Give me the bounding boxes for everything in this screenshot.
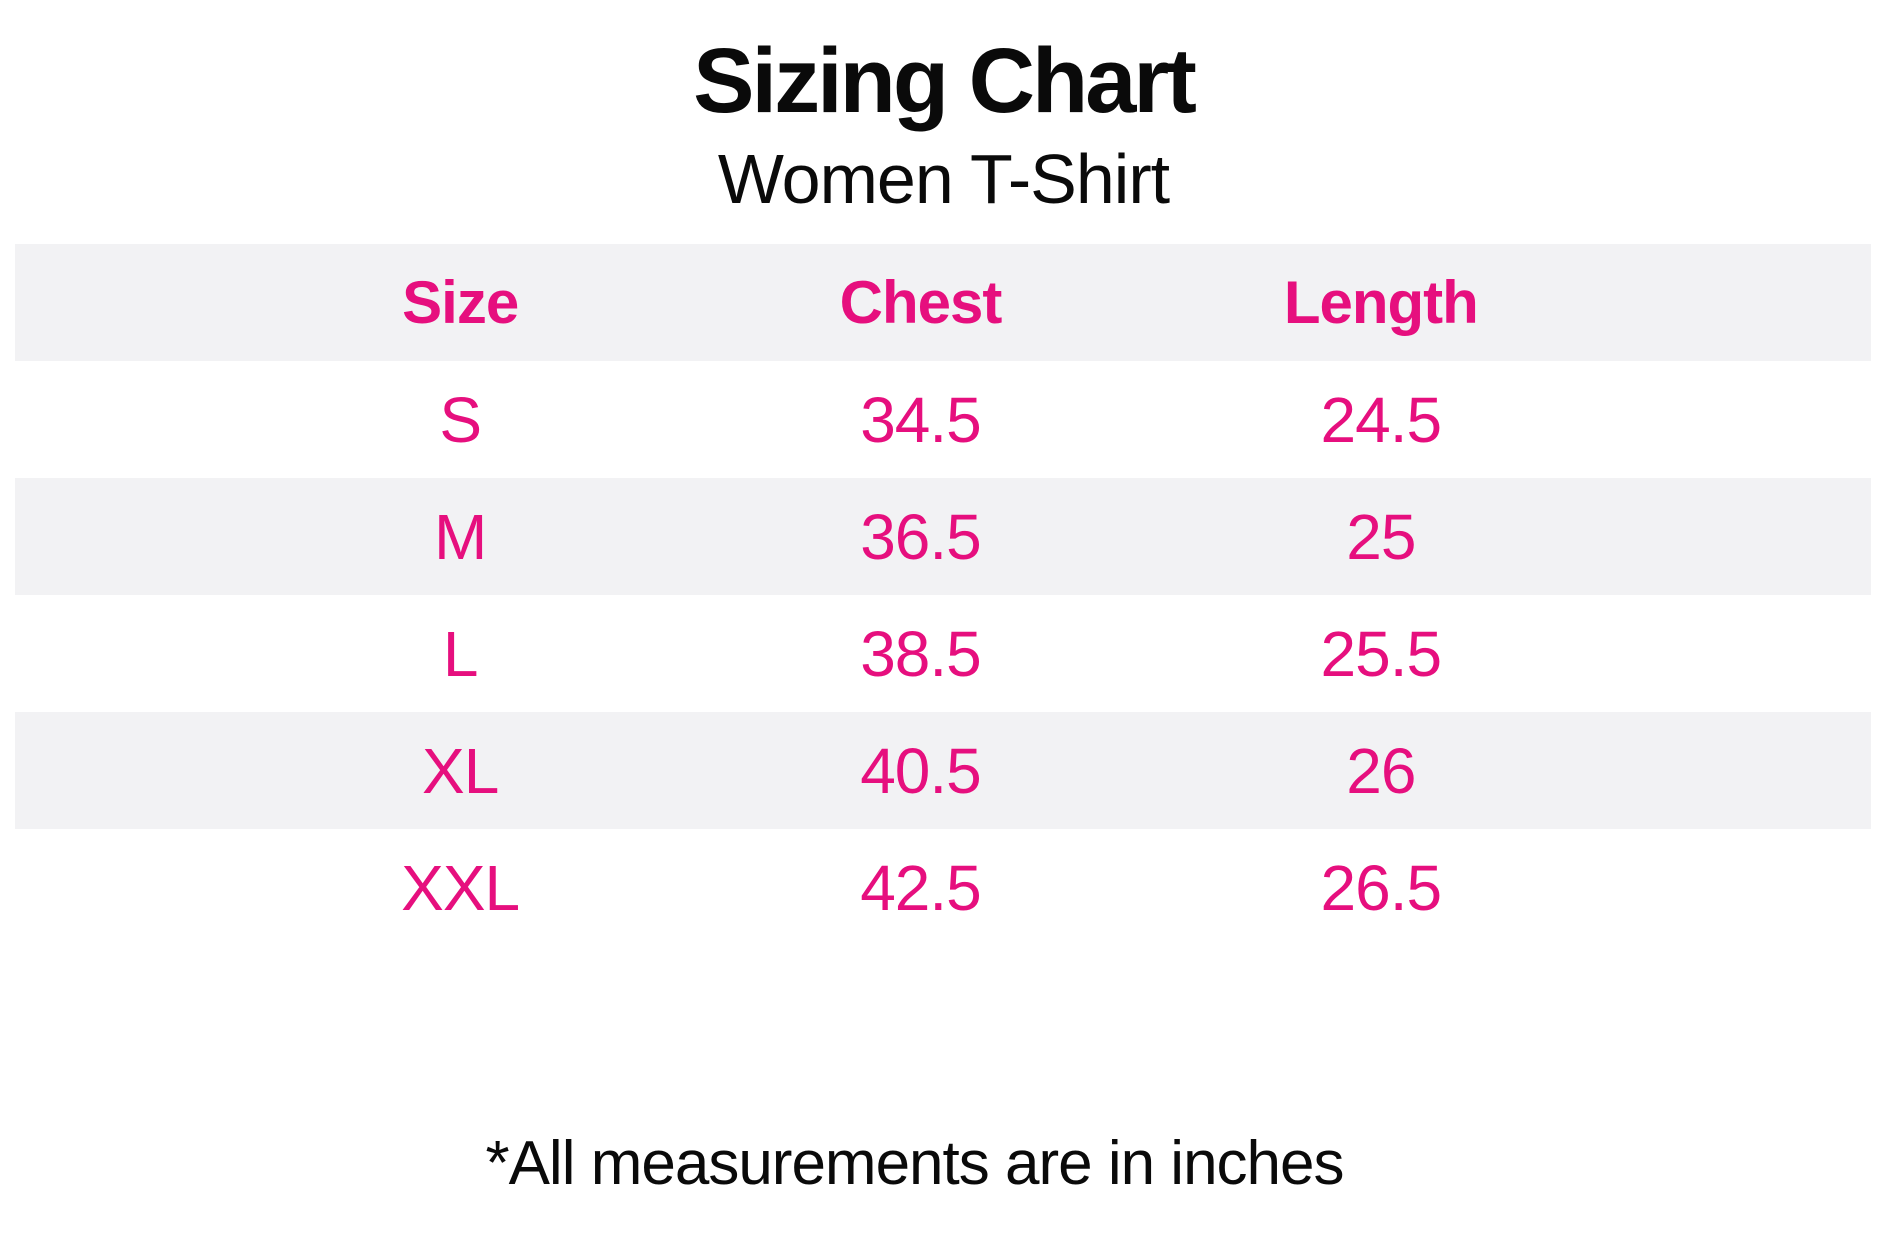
length-cell: 26 — [1346, 734, 1416, 807]
table-row-s: S 34.5 24.5 — [15, 361, 1871, 478]
chest-cell: 38.5 — [860, 617, 982, 690]
column-header-chest: Chest — [839, 269, 1003, 337]
page-title: Sizing Chart — [693, 30, 1197, 132]
table-row-xxl: XXL 42.5 26.5 — [15, 829, 1871, 946]
page-subtitle: Women T-Shirt — [717, 140, 1170, 219]
chest-cell: 40.5 — [860, 734, 982, 807]
length-cell: 25 — [1346, 500, 1416, 573]
length-cell: 26.5 — [1320, 851, 1443, 924]
size-cell: XL — [422, 734, 499, 807]
table-header-row: Size Chest Length — [15, 244, 1871, 362]
chart-header: Sizing Chart Women T-Shirt — [0, 0, 1887, 218]
column-header-size: Size — [402, 269, 519, 337]
column-header-length: Length — [1283, 269, 1479, 337]
chest-cell: 36.5 — [860, 500, 982, 573]
length-cell: 25.5 — [1320, 617, 1443, 690]
size-cell: XXL — [401, 851, 520, 924]
length-cell: 24.5 — [1320, 383, 1443, 456]
table-row-xl: XL 40.5 26 — [15, 712, 1871, 830]
table-row-m: M 36.5 25 — [15, 478, 1871, 596]
table-row-l: L 38.5 25.5 — [15, 595, 1871, 712]
sizing-table: Size Chest Length S 34.5 24.5 M 36.5 25 … — [15, 244, 1871, 946]
chest-cell: 42.5 — [860, 851, 982, 924]
size-cell: S — [439, 383, 482, 456]
measurements-note: *All measurements are in inches — [485, 1129, 1344, 1199]
size-cell: L — [442, 617, 479, 690]
size-cell: M — [434, 500, 487, 573]
chest-cell: 34.5 — [860, 383, 982, 456]
